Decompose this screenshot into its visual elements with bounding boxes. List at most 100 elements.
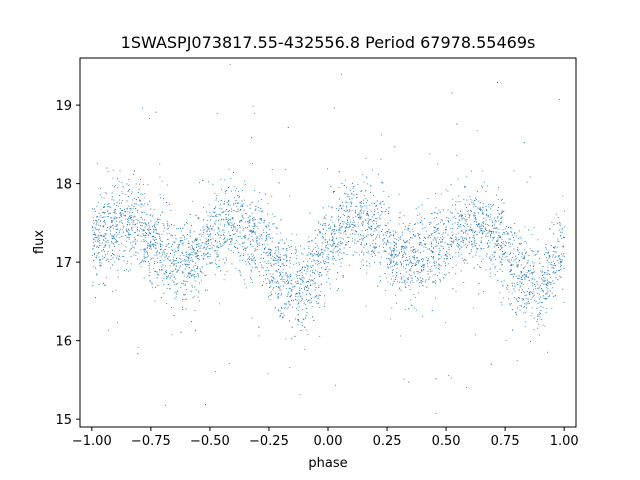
data-point (281, 263, 283, 265)
data-point (411, 229, 413, 230)
data-point (247, 239, 249, 241)
data-point (102, 282, 104, 284)
data-point (245, 221, 246, 223)
data-point (177, 290, 179, 292)
data-point (152, 226, 154, 228)
data-point (184, 259, 186, 261)
data-point (456, 245, 458, 247)
data-point (373, 252, 375, 254)
data-point (487, 242, 488, 244)
data-point (545, 283, 547, 285)
data-point (491, 230, 493, 232)
data-point (242, 242, 244, 244)
data-point (492, 221, 494, 223)
data-point (416, 280, 418, 282)
data-point (314, 253, 316, 255)
data-point (297, 296, 299, 298)
data-point (458, 195, 460, 197)
data-point (338, 186, 340, 188)
data-point (140, 224, 142, 226)
data-point (246, 246, 248, 248)
data-point (396, 250, 398, 252)
data-point (337, 254, 339, 256)
data-point (555, 251, 557, 253)
data-point (524, 274, 526, 276)
data-point (487, 232, 489, 234)
data-point (502, 242, 504, 244)
data-point (456, 237, 457, 239)
data-point (280, 273, 281, 275)
data-point (539, 313, 541, 315)
data-point (501, 213, 503, 215)
data-point (491, 220, 493, 222)
data-point (540, 309, 542, 311)
data-point (450, 377, 452, 379)
data-point (282, 317, 284, 319)
data-point (325, 218, 327, 220)
data-point (189, 254, 191, 255)
data-point (540, 302, 542, 304)
data-point (149, 200, 150, 202)
data-point (510, 304, 511, 306)
data-point (170, 210, 172, 212)
data-point (117, 241, 118, 243)
data-point (104, 233, 106, 235)
data-point (424, 227, 426, 229)
data-point (151, 287, 153, 289)
data-point (392, 269, 394, 271)
data-point (97, 237, 99, 239)
data-point (323, 261, 325, 263)
data-point (409, 223, 411, 225)
data-point (420, 252, 421, 254)
data-point (488, 206, 490, 208)
data-point (306, 286, 307, 288)
data-point (216, 215, 218, 217)
data-point (413, 252, 414, 254)
data-point (202, 257, 204, 259)
data-point (295, 281, 297, 283)
data-point (270, 250, 272, 252)
data-point (173, 252, 175, 253)
data-point (137, 234, 139, 236)
data-point (342, 213, 344, 215)
data-point (209, 248, 211, 250)
data-point (466, 386, 468, 388)
data-point (545, 248, 547, 250)
data-point (520, 281, 522, 283)
data-point (215, 250, 216, 252)
data-point (408, 239, 410, 241)
data-point (458, 245, 460, 246)
data-point (328, 223, 330, 225)
data-point (436, 245, 438, 247)
data-point (302, 282, 304, 283)
data-point (461, 216, 463, 217)
data-point (187, 264, 189, 266)
data-point (164, 227, 166, 229)
data-point (115, 209, 117, 211)
data-point (321, 251, 323, 253)
data-point (181, 242, 183, 244)
data-point (460, 240, 462, 242)
data-point (514, 290, 516, 292)
data-point (380, 213, 382, 215)
data-point (124, 214, 126, 216)
data-point (412, 281, 414, 283)
data-point (117, 255, 118, 257)
data-point (555, 256, 557, 258)
data-point (422, 223, 423, 225)
data-point (306, 312, 308, 314)
data-point (193, 248, 194, 250)
data-point (322, 207, 324, 209)
data-point (367, 215, 369, 217)
data-point (517, 266, 519, 268)
data-point (505, 339, 507, 341)
data-point (489, 208, 491, 210)
data-point (117, 276, 119, 278)
data-point (500, 245, 502, 247)
data-point (410, 268, 412, 270)
data-point (466, 230, 468, 231)
data-point (140, 249, 142, 251)
data-point (434, 274, 436, 275)
data-point (272, 276, 274, 278)
data-point (215, 215, 217, 216)
